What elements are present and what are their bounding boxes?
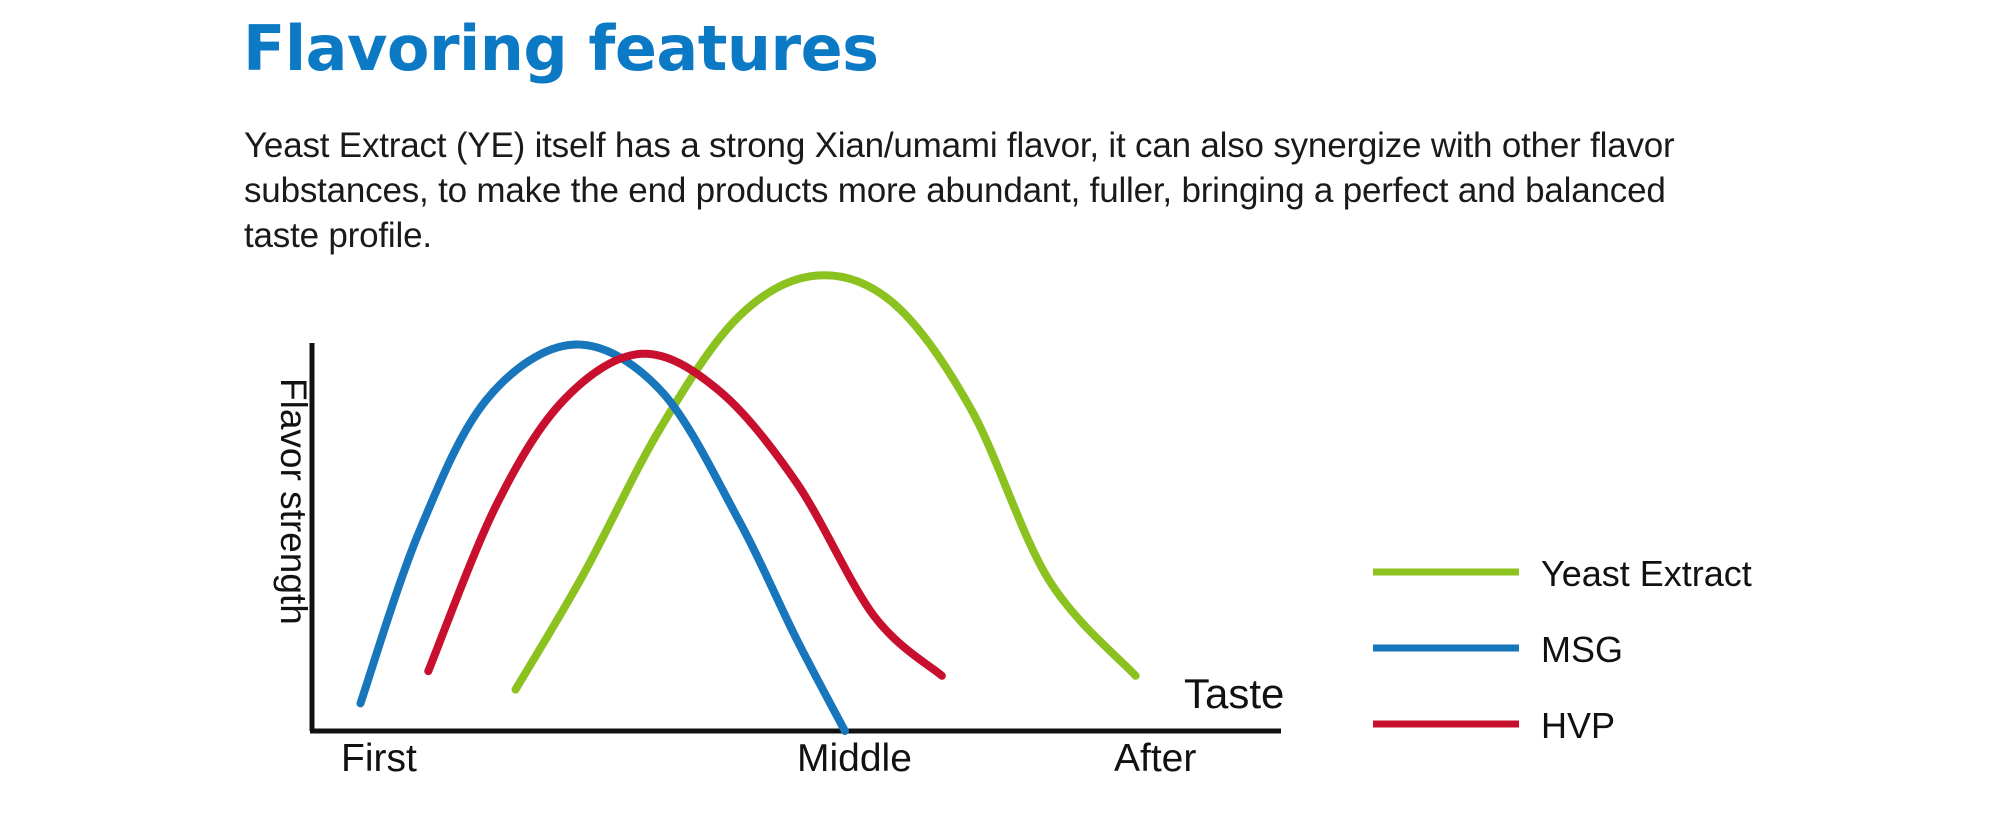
- legend-label-yeast-extract: Yeast Extract: [1541, 553, 1752, 594]
- legend-item-yeast-extract[interactable]: Yeast Extract: [1373, 553, 1752, 594]
- x-tick-label-first: First: [341, 737, 417, 780]
- page-title: Flavoring features: [243, 12, 879, 85]
- legend-item-msg[interactable]: MSG: [1373, 629, 1623, 670]
- x-tick-label-after: After: [1114, 737, 1196, 780]
- x-tick-label-middle: Middle: [797, 737, 912, 780]
- chart-legend: Yeast Extract MSG HVP: [1373, 553, 1752, 746]
- series-line-hvp: [424, 349, 946, 680]
- legend-label-hvp: HVP: [1541, 705, 1615, 746]
- series-line-yeast-extract: [511, 271, 1140, 694]
- intro-paragraph: Yeast Extract (YE) itself has a strong X…: [244, 126, 1675, 255]
- x-axis-label: Taste: [1184, 670, 1284, 717]
- legend-label-msg: MSG: [1541, 629, 1623, 670]
- y-axis-label: Flavor strength: [273, 378, 314, 625]
- legend-item-hvp[interactable]: HVP: [1373, 705, 1615, 746]
- series-line-msg: [356, 340, 849, 735]
